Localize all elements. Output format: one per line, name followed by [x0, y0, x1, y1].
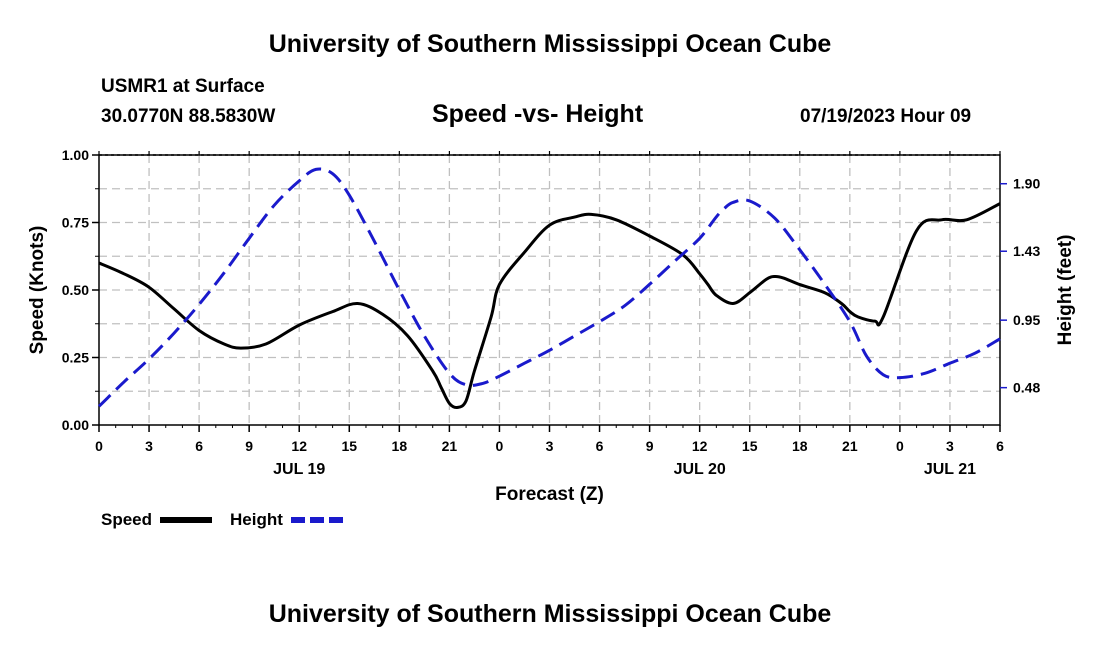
legend-label-height: Height [230, 510, 283, 529]
x-tick-label: 0 [496, 438, 504, 454]
y2-axis-title: Height (feet) [1055, 235, 1076, 346]
x-tick-label: 6 [996, 438, 1004, 454]
coordinates-label: 30.0770N 88.5830W [101, 106, 276, 127]
forecast-date: 07/19/2023 Hour 09 [800, 106, 972, 127]
y-tick-label: 0.75 [62, 215, 89, 231]
series-line-speed [98, 202, 1001, 410]
date-label: JUL 21 [924, 461, 976, 478]
date-label: JUL 20 [674, 461, 726, 478]
x-tick-label: 3 [946, 438, 954, 454]
x-tick-label: 12 [291, 438, 307, 454]
x-tick-label: 3 [546, 438, 554, 454]
date-label: JUL 19 [273, 461, 325, 478]
label-layer: 0 3 6 9 12 15 18 21 0 3 6 9 12 15 18 21 0 3 6 JUL 19 JUL 20 J… [27, 147, 1076, 505]
y2-tick-label: 0.95 [1013, 312, 1040, 328]
grid-layer [99, 154, 1000, 425]
y-tick-label: 0.00 [62, 417, 89, 433]
x-tick-label: 6 [195, 438, 203, 454]
x-tick-label: 0 [896, 438, 904, 454]
x-tick-label: 21 [442, 438, 458, 454]
series-layer [97, 167, 1001, 410]
y2-tick-label: 1.43 [1013, 243, 1040, 259]
chart-title-top: University of Southern Mississippi Ocean… [268, 30, 832, 58]
x-tick-label: 18 [392, 438, 408, 454]
x-tick-label: 9 [646, 438, 654, 454]
tick-layer [92, 151, 1007, 432]
x-axis-title: Forecast (Z) [495, 484, 604, 505]
y-tick-label: 1.00 [62, 147, 89, 163]
station-label: USMR1 at Surface [101, 76, 265, 97]
x-tick-label: 9 [245, 438, 253, 454]
y2-tick-label: 0.48 [1013, 380, 1040, 396]
legend: Speed Height [101, 510, 343, 529]
series-line-height [97, 167, 1001, 408]
x-tick-label: 0 [95, 438, 103, 454]
chart-subtitle: Speed -vs- Height [432, 100, 644, 128]
legend-label-speed: Speed [101, 510, 152, 529]
y-tick-label: 0.50 [62, 282, 89, 298]
x-tick-label: 6 [596, 438, 604, 454]
y-axis-title: Speed (Knots) [27, 226, 48, 355]
x-tick-label: 3 [145, 438, 153, 454]
chart-title-bottom: University of Southern Mississippi Ocean… [268, 600, 832, 628]
y-tick-label: 0.25 [62, 350, 89, 366]
x-tick-label: 15 [742, 438, 758, 454]
x-tick-label: 12 [692, 438, 708, 454]
y2-tick-label: 1.90 [1013, 176, 1040, 192]
x-tick-label: 21 [842, 438, 858, 454]
x-tick-label: 15 [341, 438, 357, 454]
x-tick-label: 18 [792, 438, 808, 454]
